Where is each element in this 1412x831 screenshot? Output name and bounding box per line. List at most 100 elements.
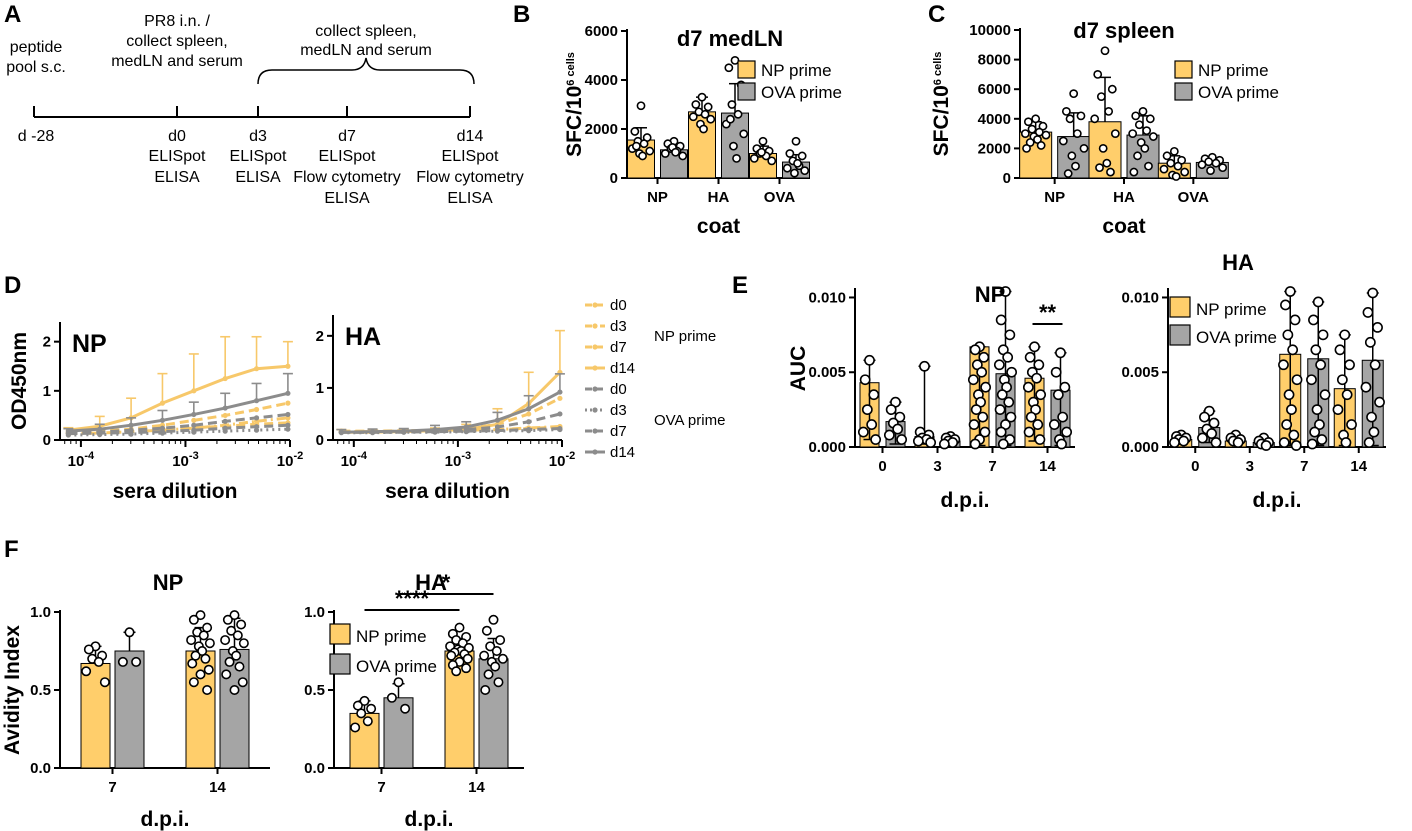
legend-label: d3 (610, 318, 627, 335)
y-tick-label: 0.010 (808, 289, 846, 306)
data-point (733, 109, 743, 119)
data-point (645, 146, 655, 156)
series-line (68, 391, 289, 433)
series-marker (191, 422, 197, 428)
data-point (1210, 437, 1222, 448)
x-tick-label: OVA (1178, 189, 1210, 206)
data-point (1034, 434, 1046, 445)
legend-marker (592, 407, 598, 413)
data-point (1344, 359, 1355, 371)
data-point (885, 404, 897, 416)
x-axis-label: d.p.i. (141, 808, 190, 831)
data-point (678, 151, 688, 161)
data-point (81, 666, 92, 677)
x-axis-label: d.p.i. (941, 489, 990, 512)
data-point (1110, 129, 1120, 138)
data-point (1061, 107, 1071, 116)
timeline-day-label-4: d14 (457, 128, 484, 145)
data-point (359, 695, 370, 706)
series-marker (253, 427, 260, 433)
timeline-assay-4-1: Flow cytometry (416, 169, 524, 186)
timeline-bracket (257, 57, 475, 85)
data-point (1131, 111, 1141, 121)
timeline-assay-3-0: ELISpot (319, 148, 376, 165)
y-tick-label: 1.0 (30, 604, 51, 621)
series-marker (557, 426, 563, 433)
series-marker (526, 411, 532, 417)
data-point (919, 360, 930, 372)
data-point (912, 435, 924, 447)
data-point (188, 614, 199, 625)
data-point (1061, 426, 1073, 438)
data-point (1312, 296, 1324, 308)
data-point (1336, 374, 1348, 386)
data-point (1291, 374, 1303, 386)
data-point (1148, 132, 1158, 141)
bracket-label-line-1: collect spleen, (315, 23, 416, 40)
data-point (791, 136, 801, 146)
data-point (1346, 419, 1357, 430)
data-point (749, 153, 759, 163)
series-marker (159, 425, 166, 431)
data-point (490, 661, 501, 672)
data-point (117, 656, 128, 667)
data-point (1020, 129, 1030, 138)
data-point (226, 625, 237, 636)
data-point (896, 434, 908, 445)
series-marker (253, 415, 260, 421)
data-point (1306, 438, 1318, 450)
panel-label-c: C (928, 1, 945, 28)
data-point (495, 635, 506, 646)
data-point (195, 610, 206, 621)
data-point (1065, 114, 1075, 124)
data-point (1102, 158, 1112, 168)
series-marker (285, 426, 291, 432)
data-point (866, 419, 878, 430)
data-point (1134, 120, 1144, 130)
data-point (238, 638, 249, 649)
data-point (724, 63, 734, 73)
legend-label: d0 (610, 381, 627, 398)
legend-marker (592, 386, 598, 392)
legend-marker (592, 365, 598, 371)
y-tick-label: 4000 (978, 111, 1011, 128)
x-tick-label: 3 (933, 458, 941, 475)
legend-swatch (1169, 296, 1191, 318)
legend-marker (592, 302, 598, 308)
series-marker (285, 400, 291, 406)
legend-marker (592, 428, 598, 434)
x-tick-label: 10-4 (341, 450, 368, 470)
x-tick-label: 14 (1350, 458, 1367, 475)
data-point (386, 692, 397, 703)
legend-label: NP prime (1198, 61, 1269, 80)
x-tick-label: 0 (878, 458, 886, 475)
data-point (186, 635, 197, 646)
panel-label-f: F (4, 536, 19, 563)
timeline-assay-4-2: ELISA (447, 190, 493, 207)
y-tick-label: 0.5 (304, 682, 325, 699)
data-point (1024, 351, 1036, 363)
legend-swatch (737, 82, 756, 101)
data-point (864, 354, 875, 366)
data-point (1166, 158, 1176, 168)
data-point (727, 100, 737, 109)
series-marker (557, 395, 563, 401)
data-point (1072, 129, 1082, 138)
data-point (757, 147, 766, 157)
chart-title: HA (1222, 250, 1254, 275)
y-tick-label: 2 (316, 328, 324, 345)
data-point (969, 438, 981, 450)
legend-label: NP prime (1196, 300, 1267, 319)
data-point (1278, 359, 1289, 371)
legend-marker (592, 449, 598, 455)
data-point (979, 426, 991, 438)
data-point (1367, 287, 1379, 299)
timeline-assay-3-2: ELISA (324, 190, 370, 207)
data-point (356, 708, 367, 719)
timeline-event-text-1-0: PR8 i.n. / (144, 13, 210, 30)
data-point (1159, 164, 1169, 174)
timeline-day-label-0: d -28 (18, 128, 55, 145)
significance-label: * (442, 570, 451, 595)
data-point (1031, 372, 1043, 384)
